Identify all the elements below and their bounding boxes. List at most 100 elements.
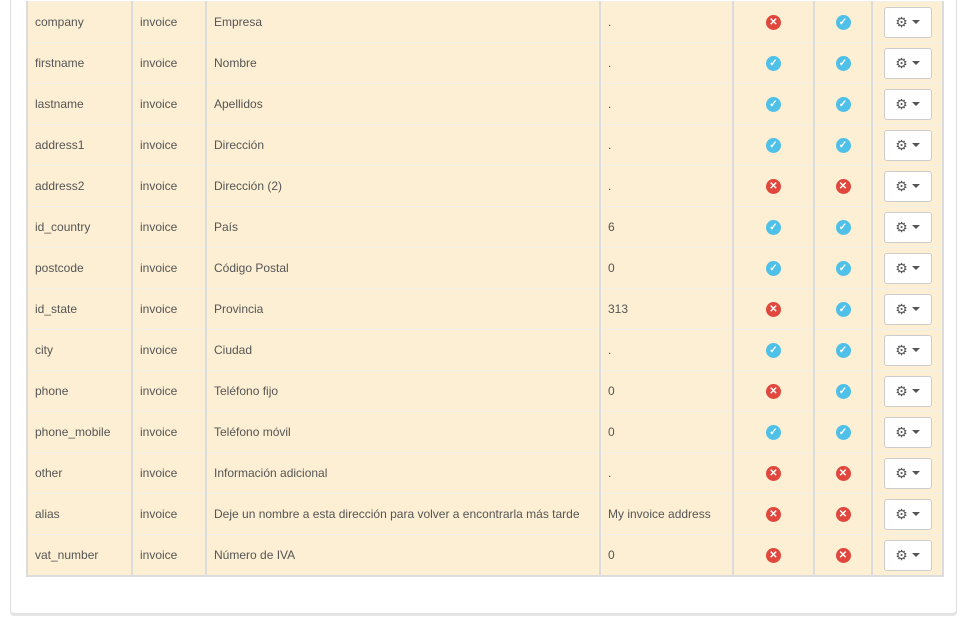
table-row: lastname invoice Apellidos. ✓ ✓ ⚙ (26, 83, 943, 125)
check-circle-icon[interactable]: ✓ (766, 219, 781, 235)
gear-icon: ⚙ (895, 382, 908, 399)
cell-field: id_country (26, 206, 132, 248)
actions-dropdown-button[interactable]: ⚙ (883, 129, 932, 161)
gear-icon: ⚙ (895, 464, 908, 481)
cell-visible: ✓ (813, 329, 872, 371)
caret-down-icon (911, 61, 920, 65)
cell-label: Deje un nombre a esta dirección para vol… (205, 493, 600, 535)
times-circle-icon[interactable]: ✕ (766, 301, 781, 317)
gear-icon: ⚙ (895, 95, 908, 112)
table-row: id_state invoice Provincia 313 ✕ ✓ ⚙ (26, 288, 943, 330)
actions-dropdown-button[interactable]: ⚙ (883, 47, 932, 79)
cell-required: ✓ (732, 247, 814, 289)
cell-field: firstname (26, 42, 132, 84)
times-circle-icon[interactable]: ✕ (835, 547, 851, 563)
times-circle-icon[interactable]: ✕ (766, 178, 781, 194)
check-circle-icon[interactable]: ✓ (835, 219, 851, 235)
check-circle-icon[interactable]: ✓ (766, 342, 781, 358)
actions-dropdown-button[interactable]: ⚙ (883, 498, 932, 530)
actions-dropdown-button[interactable]: ⚙ (883, 170, 932, 202)
gear-icon: ⚙ (895, 300, 908, 317)
cell-actions: ⚙ (871, 370, 943, 412)
cell-label: Ciudad (205, 329, 600, 371)
cell-label: Teléfono fijo (205, 370, 600, 412)
check-circle-icon[interactable]: ✓ (835, 301, 851, 317)
cell-field: address1 (26, 124, 132, 166)
table-row: vat_number invoice Número de IVA 0 ✕ ✕ ⚙ (26, 534, 943, 576)
check-circle-icon[interactable]: ✓ (835, 14, 851, 30)
actions-dropdown-button[interactable]: ⚙ (883, 375, 932, 407)
actions-dropdown-button[interactable]: ⚙ (883, 539, 932, 571)
cell-field: phone_mobile (26, 411, 132, 453)
times-circle-icon[interactable]: ✕ (835, 465, 851, 481)
actions-dropdown-button[interactable]: ⚙ (883, 457, 932, 489)
cell-actions: ⚙ (871, 411, 943, 453)
check-circle-icon[interactable]: ✓ (766, 96, 781, 112)
check-circle-icon[interactable]: ✓ (766, 137, 781, 153)
check-circle-icon[interactable]: ✓ (835, 137, 851, 153)
cell-actions: ⚙ (871, 247, 943, 289)
cell-type: invoice (131, 1, 206, 43)
cell-visible: ✕ (813, 534, 872, 576)
cell-required: ✕ (732, 1, 814, 43)
caret-down-icon (911, 348, 920, 352)
cell-type: invoice (131, 370, 206, 412)
cell-field: address2 (26, 165, 132, 207)
times-circle-icon[interactable]: ✕ (766, 383, 781, 399)
times-circle-icon[interactable]: ✕ (766, 506, 781, 522)
cell-required: ✕ (732, 493, 814, 535)
cell-visible: ✓ (813, 370, 872, 412)
gear-icon: ⚙ (895, 423, 908, 440)
cell-actions: ⚙ (871, 329, 943, 371)
check-circle-icon[interactable]: ✓ (835, 383, 851, 399)
cell-label: Empresa (205, 1, 600, 43)
caret-down-icon (911, 307, 920, 311)
cell-default: . (599, 83, 733, 125)
actions-dropdown-button[interactable]: ⚙ (883, 88, 932, 120)
actions-dropdown-button[interactable]: ⚙ (883, 252, 932, 284)
caret-down-icon (911, 225, 920, 229)
cell-field: company (26, 1, 132, 43)
times-circle-icon[interactable]: ✕ (766, 465, 781, 481)
cell-required: ✓ (732, 329, 814, 371)
check-circle-icon[interactable]: ✓ (835, 342, 851, 358)
check-circle-icon[interactable]: ✓ (835, 96, 851, 112)
cell-field: city (26, 329, 132, 371)
cell-label: Número de IVA (205, 534, 600, 576)
check-circle-icon[interactable]: ✓ (835, 55, 851, 71)
cell-type: invoice (131, 329, 206, 371)
actions-dropdown-button[interactable]: ⚙ (883, 416, 932, 448)
check-circle-icon[interactable]: ✓ (766, 260, 781, 276)
caret-down-icon (911, 184, 920, 188)
actions-dropdown-button[interactable]: ⚙ (883, 211, 932, 243)
cell-label: Código Postal (205, 247, 600, 289)
cell-field: alias (26, 493, 132, 535)
cell-actions: ⚙ (871, 165, 943, 207)
times-circle-icon[interactable]: ✕ (835, 178, 851, 194)
cell-required: ✓ (732, 83, 814, 125)
table-row: address2 invoice Dirección (2). ✕ ✕ ⚙ (26, 165, 943, 207)
times-circle-icon[interactable]: ✕ (766, 14, 781, 30)
cell-label: Dirección (205, 124, 600, 166)
caret-down-icon (911, 143, 920, 147)
cell-required: ✓ (732, 42, 814, 84)
gear-icon: ⚙ (895, 259, 908, 276)
cell-default: 0 (599, 370, 733, 412)
check-circle-icon[interactable]: ✓ (835, 424, 851, 440)
cell-type: invoice (131, 452, 206, 494)
cell-label: Apellidos (205, 83, 600, 125)
times-circle-icon[interactable]: ✕ (835, 506, 851, 522)
actions-dropdown-button[interactable]: ⚙ (883, 6, 932, 38)
cell-visible: ✓ (813, 124, 872, 166)
actions-dropdown-button[interactable]: ⚙ (883, 334, 932, 366)
cell-default: . (599, 329, 733, 371)
check-circle-icon[interactable]: ✓ (766, 424, 781, 440)
actions-dropdown-button[interactable]: ⚙ (883, 293, 932, 325)
times-circle-icon[interactable]: ✕ (766, 547, 781, 563)
cell-required: ✕ (732, 165, 814, 207)
check-circle-icon[interactable]: ✓ (766, 55, 781, 71)
cell-default: 0 (599, 247, 733, 289)
check-circle-icon[interactable]: ✓ (835, 260, 851, 276)
cell-actions: ⚙ (871, 1, 943, 43)
cell-actions: ⚙ (871, 452, 943, 494)
